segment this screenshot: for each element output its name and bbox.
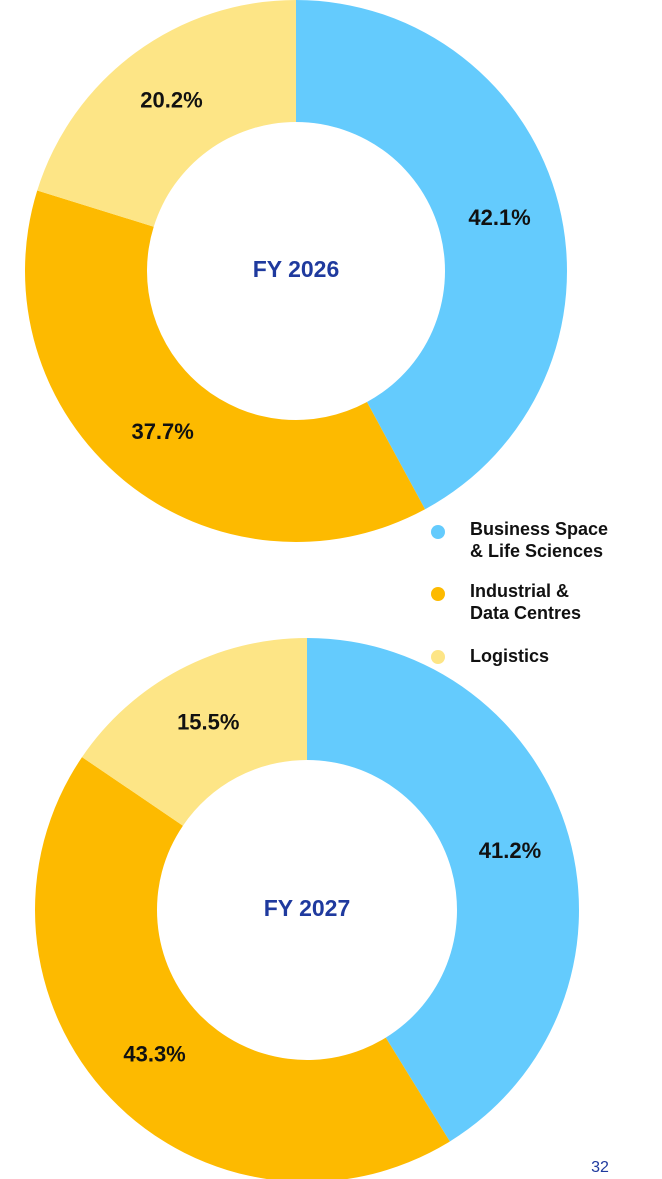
legend-label: Industrial & [470, 581, 569, 601]
donut-slice [307, 638, 580, 1142]
slice-label: 41.2% [479, 838, 541, 863]
slice-label: 37.7% [131, 419, 193, 444]
center-label: FY 2026 [253, 256, 340, 282]
donut-slice [35, 757, 450, 1179]
donut-slice [37, 0, 296, 227]
legend-label: Logistics [470, 646, 549, 666]
slice-label: 15.5% [177, 709, 239, 734]
legend-marker [431, 650, 445, 664]
center-label: FY 2027 [264, 895, 351, 921]
slice-label: 42.1% [468, 205, 530, 230]
page-number: 32 [591, 1159, 609, 1176]
legend-label: Data Centres [470, 603, 581, 623]
legend-marker [431, 525, 445, 539]
legend-label: Business Space [470, 519, 608, 539]
legend-marker [431, 587, 445, 601]
donut-slice [24, 190, 426, 543]
slice-label: 43.3% [123, 1042, 185, 1067]
legend-label: & Life Sciences [470, 541, 603, 561]
slice-label: 20.2% [140, 88, 202, 113]
donut-slice [296, 0, 567, 510]
donut-slice [82, 638, 307, 826]
